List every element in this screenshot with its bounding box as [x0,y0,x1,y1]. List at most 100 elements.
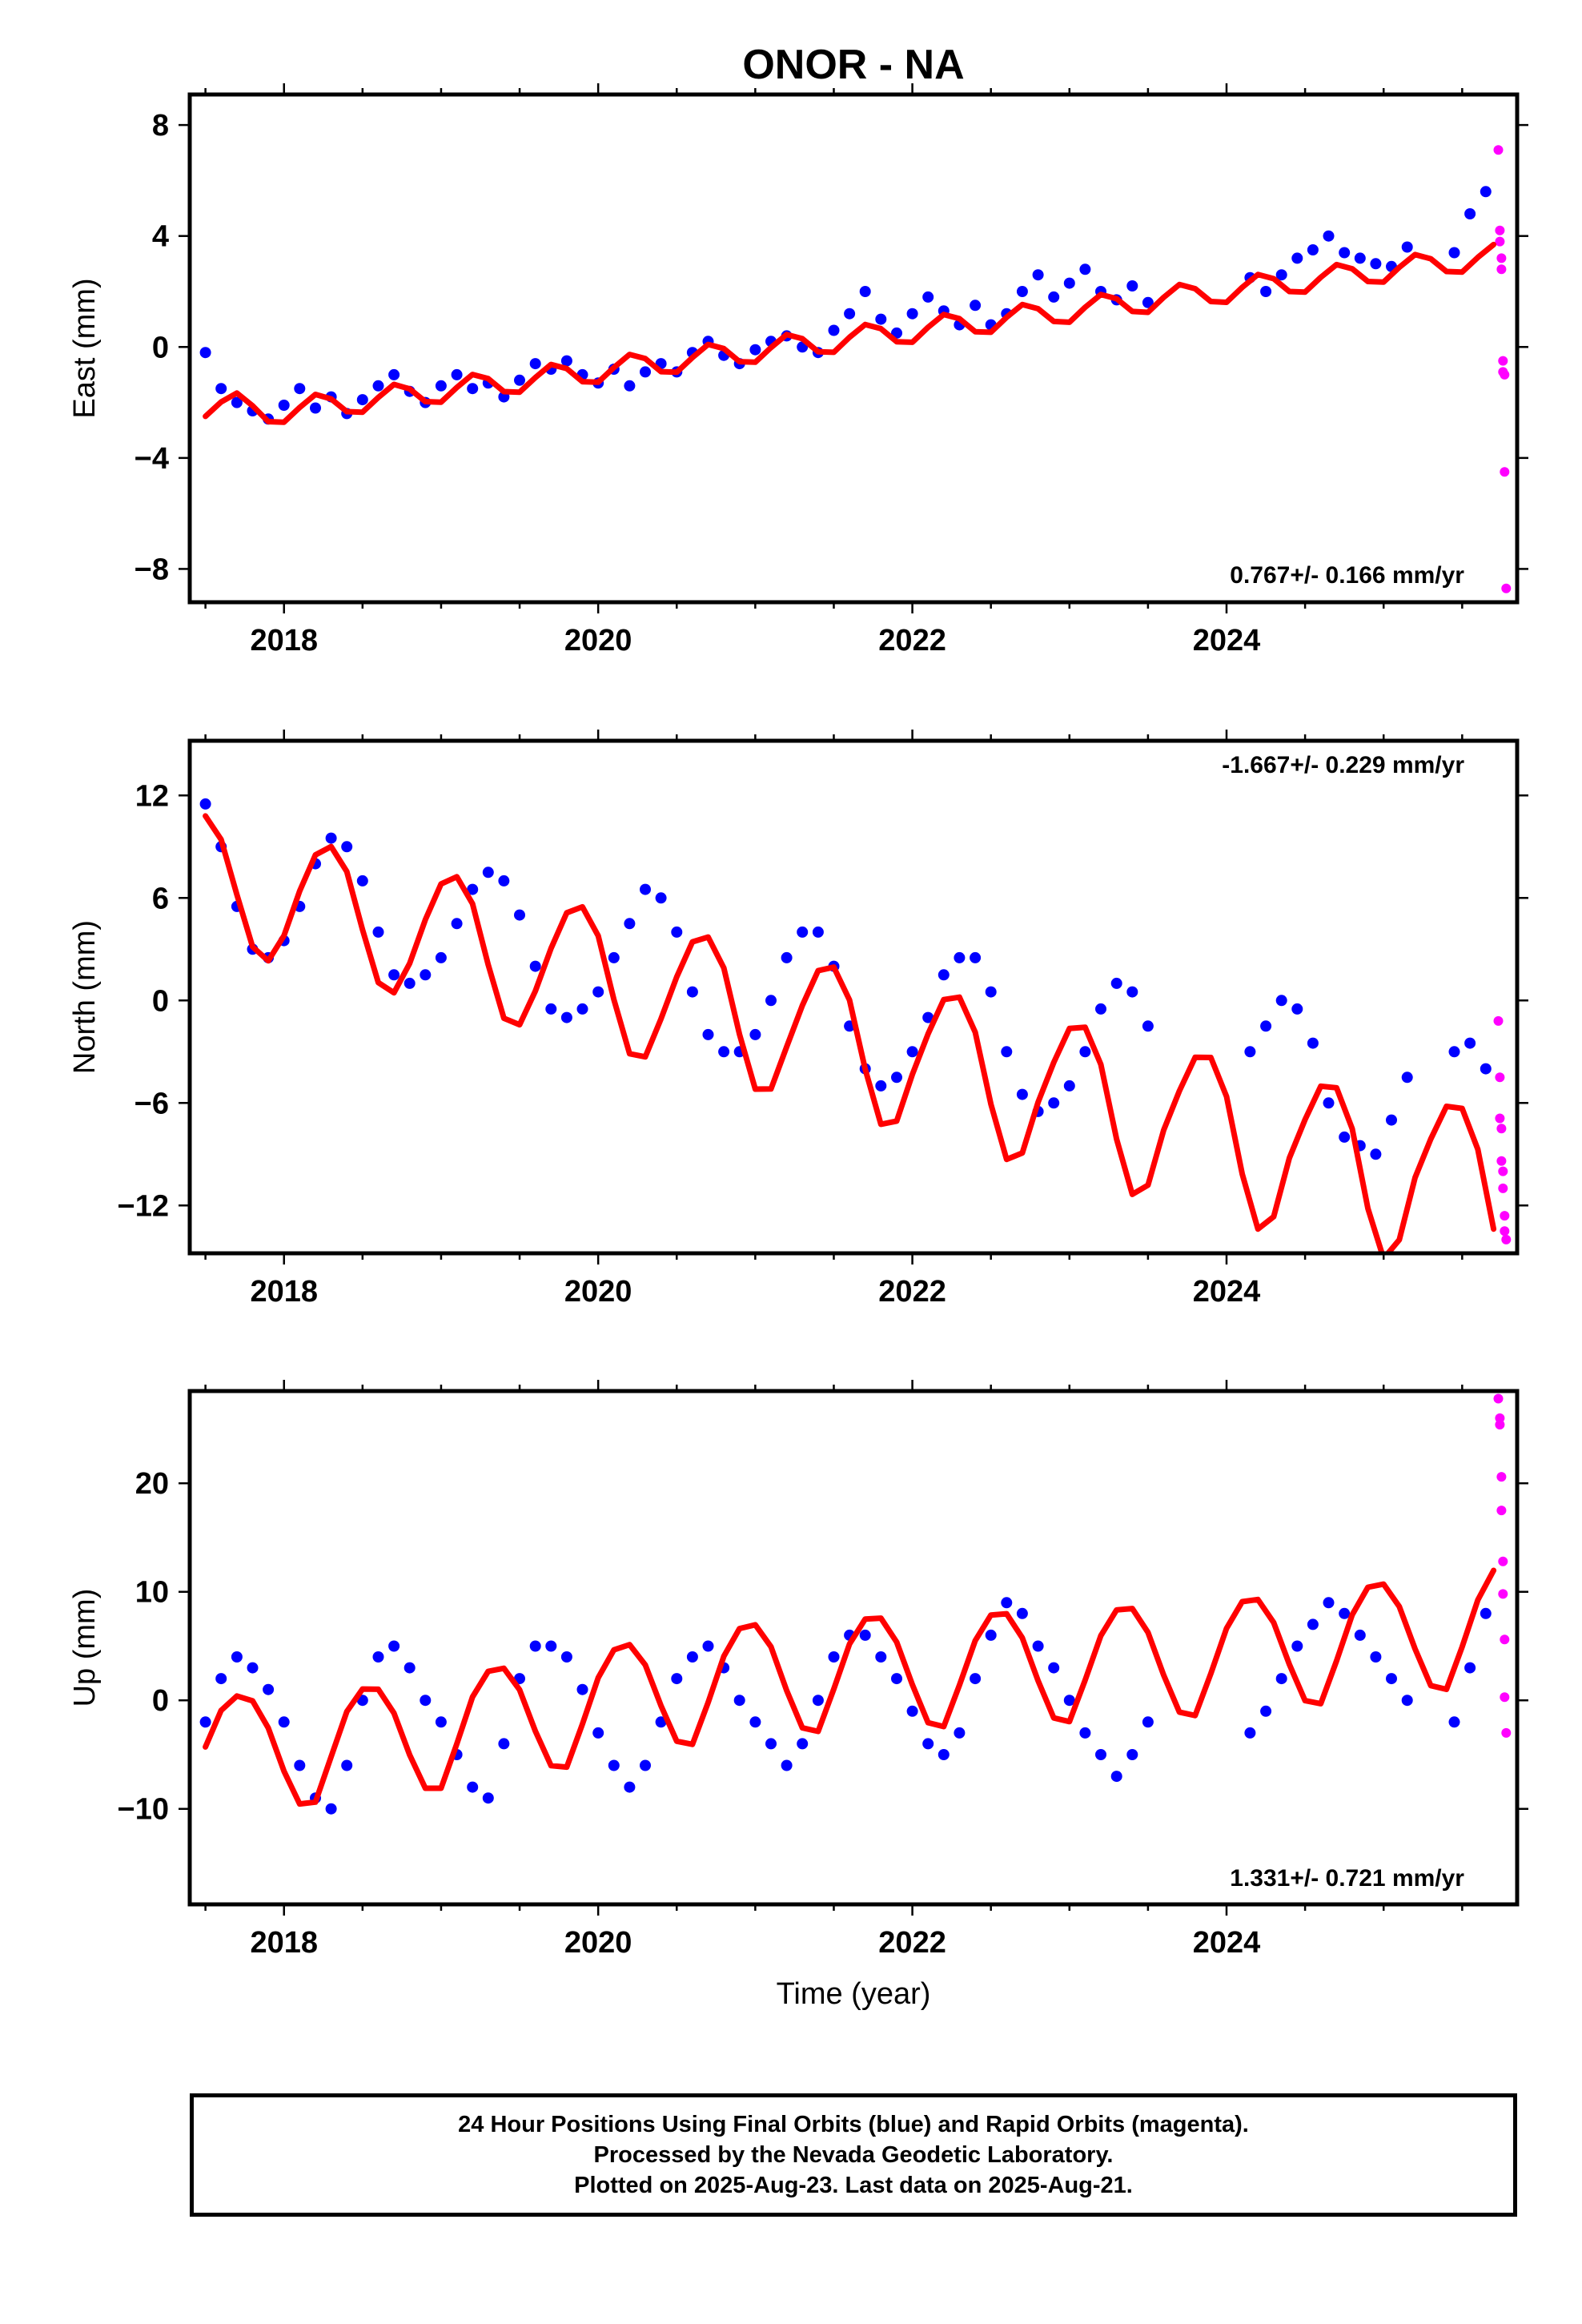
final-orbit-point [1142,296,1154,308]
final-orbit-point [1291,252,1303,264]
plot-area [199,798,1512,1253]
rapid-orbit-point [1501,583,1512,593]
final-orbit-point [765,1738,777,1750]
rapid-orbit-point [1493,1015,1504,1026]
rapid-orbit-point [1495,1113,1505,1124]
final-orbit-point [844,308,856,320]
final-orbit-point [1339,247,1351,259]
y-tick-label: 10 [135,1576,169,1610]
y-tick-label: 20 [135,1467,169,1501]
final-orbit-point [1048,291,1060,303]
y-tick-label: −10 [118,1793,169,1827]
final-orbit-point [624,380,636,392]
panel-frame [187,738,1520,1256]
final-orbit-point [1448,1046,1460,1058]
final-orbit-point [1370,1148,1382,1160]
final-orbit-point [749,344,761,356]
x-tick-label: 2018 [250,624,318,657]
final-orbit-point [372,926,384,938]
x-tick-label: 2022 [878,624,946,657]
plot-area [199,145,1512,593]
final-orbit-point [451,368,463,380]
final-orbit-point [1095,1749,1106,1760]
final-orbit-point [1386,1673,1397,1685]
rapid-orbit-point [1501,1234,1512,1244]
final-orbit-point [1016,1088,1028,1100]
final-orbit-point [1339,1607,1351,1619]
final-orbit-point [875,313,887,325]
final-orbit-point [514,909,525,921]
panel-frame [187,92,1520,605]
final-orbit-point [1480,186,1492,198]
x-tick-label: 2020 [564,1926,632,1960]
final-orbit-point [231,396,243,408]
final-orbit-point [608,1759,620,1771]
final-orbit-point [1275,1673,1287,1685]
final-orbit-point [875,1651,887,1663]
final-orbit-point [1244,1727,1256,1739]
final-orbit-point [954,1727,966,1739]
model-fit-line [203,1567,1497,1807]
final-orbit-point [781,951,793,963]
final-orbit-point [199,347,211,359]
model-fit-line [203,241,1497,425]
x-tick-label: 2018 [250,1275,318,1309]
x-tick-label: 2020 [564,1275,632,1309]
rapid-orbit-point [1493,1393,1504,1404]
rapid-orbit-point [1495,225,1505,235]
final-orbit-point [215,383,227,395]
final-orbit-point [1048,1662,1060,1674]
final-orbit-point [891,1673,902,1685]
final-orbit-point [1307,244,1319,255]
x-tick-label: 2022 [878,1275,946,1309]
rapid-orbit-point [1496,1156,1507,1166]
rapid-orbit-point [1500,1211,1510,1221]
final-orbit-point [247,1662,259,1674]
final-orbit-point [1110,977,1122,989]
panel-frame [187,1389,1520,1907]
final-orbit-point [859,1629,871,1641]
final-orbit-point [686,1651,698,1663]
final-orbit-point [215,1673,227,1685]
final-orbit-point [467,883,479,895]
final-orbit-point [1370,1651,1382,1663]
final-orbit-point [749,1716,761,1728]
final-orbit-point [529,1640,541,1652]
final-orbit-point [1048,1097,1060,1109]
rapid-orbit-point [1498,356,1508,366]
final-orbit-point [545,1003,557,1015]
rapid-orbit-point [1496,1124,1507,1134]
final-orbit-point [498,875,510,887]
final-orbit-point [1323,1097,1335,1109]
final-orbit-point [1032,1640,1044,1652]
y-axis-label: Up (mm) [68,1589,102,1707]
final-orbit-point [1480,1063,1492,1075]
final-orbit-point [891,1072,902,1084]
final-orbit-point [404,977,416,989]
final-orbit-point [640,1759,651,1771]
final-orbit-point [435,951,447,963]
final-orbit-point [341,1759,353,1771]
final-orbit-point [1126,1749,1138,1760]
footer-line-2: Processed by the Nevada Geodetic Laborat… [593,2142,1114,2168]
x-tick-label: 2022 [878,1926,946,1960]
final-orbit-point [1354,252,1366,264]
final-orbit-point [1079,1046,1091,1058]
final-orbit-point [294,1759,306,1771]
final-orbit-point [263,1683,275,1695]
final-orbit-point [718,1046,730,1058]
rapid-orbit-point [1500,1226,1510,1236]
final-orbit-point [467,383,479,395]
final-orbit-point [1448,1716,1460,1728]
rapid-orbit-point [1500,369,1510,380]
final-orbit-point [356,875,368,887]
final-orbit-point [1244,1046,1256,1058]
final-orbit-point [686,986,698,998]
y-axis-label: East (mm) [68,278,102,418]
y-tick-label: −12 [118,1189,169,1223]
final-orbit-point [560,1651,572,1663]
final-orbit-point [733,1695,745,1707]
final-orbit-point [812,926,824,938]
final-orbit-point [1016,1607,1028,1619]
final-orbit-point [1142,1020,1154,1032]
